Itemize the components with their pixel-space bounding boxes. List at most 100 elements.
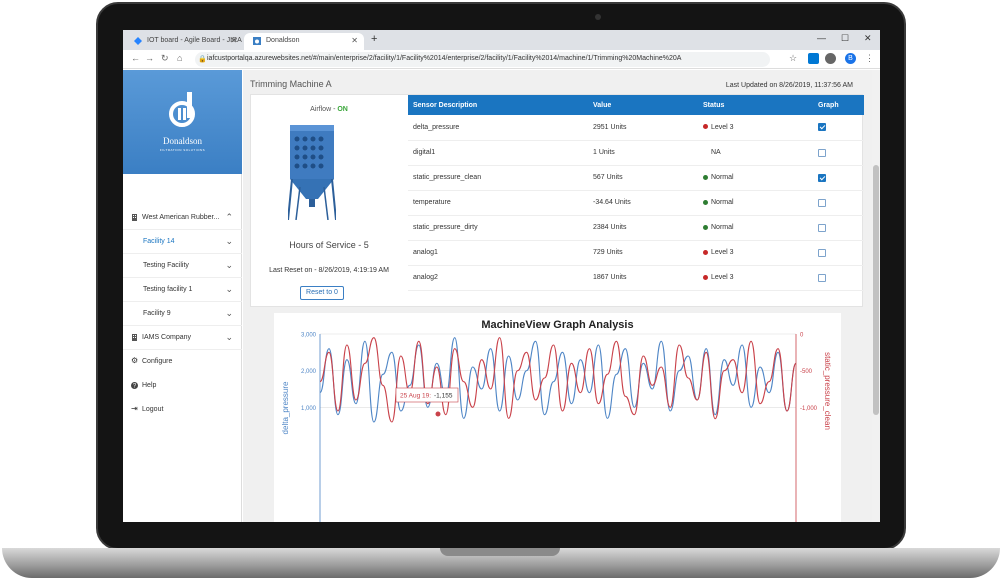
machine-summary: Airflow - ON bbox=[251, 95, 407, 308]
sidebar-item-logout[interactable]: ⇥ Logout bbox=[123, 398, 242, 422]
sensor-description: static_pressure_clean bbox=[408, 165, 588, 191]
webcam bbox=[595, 14, 601, 20]
sidebar-item-west-american-rubber[interactable]: West American Rubber... ⌃ bbox=[123, 206, 242, 230]
sensor-status: Normal bbox=[698, 165, 813, 191]
jira-icon bbox=[134, 37, 142, 45]
main-content: Trimming Machine A Last Updated on 8/26/… bbox=[243, 70, 880, 522]
url-text: iafcustportalqa.azurewebsites.net/#/main… bbox=[207, 55, 682, 62]
chevron-up-icon: ⌃ bbox=[225, 212, 233, 222]
logout-icon: ⇥ bbox=[131, 404, 138, 413]
y-axis-right-label: static_pressure_clean bbox=[823, 352, 832, 430]
browser-tab-jira[interactable]: IOT board - Agile Board - JIRA ✕ bbox=[125, 33, 243, 50]
windows-extension-icon[interactable] bbox=[808, 53, 819, 64]
graph-checkbox[interactable] bbox=[818, 123, 826, 132]
maximize-button[interactable]: ☐ bbox=[841, 33, 850, 43]
tooltip-label: 25 Aug 19: bbox=[400, 393, 431, 400]
sensor-value: -34.64 Units bbox=[588, 190, 698, 216]
graph-checkbox[interactable] bbox=[818, 248, 826, 257]
graph-panel: MachineView Graph Analysis 3,000 2,000 1,0… bbox=[274, 313, 841, 522]
chevron-down-icon: ⌄ bbox=[225, 284, 233, 294]
left-tick-label: 1,000 bbox=[301, 406, 317, 412]
graph-checkbox[interactable] bbox=[818, 148, 826, 157]
reset-button[interactable]: Reset to 0 bbox=[300, 286, 344, 300]
lock-icon: 🔒 bbox=[198, 56, 207, 63]
line-chart[interactable]: 3,000 2,000 1,000 0 -500 -1,000 delta_pressure… bbox=[274, 313, 841, 522]
column-header: Graph bbox=[813, 95, 864, 115]
sidebar-item-label: IAMS Company bbox=[142, 334, 192, 341]
sidebar-item-facility-14[interactable]: Facility 14 ⌄ bbox=[123, 230, 242, 254]
bookmark-star-icon[interactable]: ☆ bbox=[789, 53, 798, 63]
extension-icon[interactable] bbox=[825, 53, 836, 64]
sidebar-item-help[interactable]: ? Help bbox=[123, 374, 242, 398]
graph-checkbox[interactable] bbox=[818, 173, 826, 182]
reload-icon[interactable]: ↻ bbox=[161, 53, 169, 63]
building-icon bbox=[131, 214, 138, 221]
profile-avatar[interactable]: B bbox=[845, 53, 856, 64]
graph-cell bbox=[813, 140, 864, 166]
forward-icon[interactable]: → bbox=[145, 53, 154, 63]
close-tab-icon[interactable]: ✕ bbox=[351, 36, 358, 45]
page-title: Trimming Machine A bbox=[250, 79, 332, 89]
url-field[interactable]: 🔒 iafcustportalqa.azurewebsites.net/#/ma… bbox=[195, 52, 770, 67]
browser-tab-bar: IOT board - Agile Board - JIRA ✕ Donalds… bbox=[123, 30, 880, 50]
sidebar-item-iams-company[interactable]: IAMS Company ⌄ bbox=[123, 326, 242, 350]
sidebar-item-facility-9[interactable]: Facility 9 ⌄ bbox=[123, 302, 242, 326]
machine-card: Airflow - ON bbox=[250, 94, 864, 308]
graph-checkbox[interactable] bbox=[818, 223, 826, 232]
tooltip-box bbox=[395, 387, 459, 403]
status-dot-icon bbox=[703, 174, 708, 180]
y-axis-left-label: delta_pressure bbox=[281, 381, 290, 434]
sidebar-item-testing-facility[interactable]: Testing Facility ⌄ bbox=[123, 254, 242, 278]
menu-kebab-icon[interactable]: ⋮ bbox=[865, 53, 874, 63]
chevron-down-icon: ⌄ bbox=[225, 308, 233, 318]
sidebar-item-label: Facility 9 bbox=[143, 310, 171, 317]
minimize-button[interactable]: — bbox=[817, 33, 826, 43]
sensor-description: temperature bbox=[408, 190, 588, 216]
brand-name: Donaldson bbox=[163, 136, 202, 146]
back-icon[interactable]: ← bbox=[131, 53, 140, 63]
sensor-value: 2384 Units bbox=[588, 215, 698, 241]
donaldson-favicon-icon bbox=[253, 37, 261, 45]
graph-checkbox[interactable] bbox=[818, 198, 826, 207]
sensor-value: 1 Units bbox=[588, 140, 698, 166]
sensor-description: analog1 bbox=[408, 240, 588, 266]
status-text: Normal bbox=[711, 224, 734, 231]
sidebar-item-configure[interactable]: ⚙ Configure bbox=[123, 350, 242, 374]
brand-tagline: FILTRATION SOLUTIONS bbox=[159, 148, 206, 152]
close-window-button[interactable]: ✕ bbox=[864, 33, 872, 43]
home-icon[interactable]: ⌂ bbox=[177, 53, 183, 63]
sidebar-item-testing-facility-1[interactable]: Testing facility 1 ⌄ bbox=[123, 278, 242, 302]
sidebar-item-label: Testing Facility bbox=[143, 262, 189, 269]
table-row: delta_pressure 2951 Units Level 3 bbox=[408, 115, 864, 141]
graph-cell bbox=[813, 190, 864, 216]
sensor-table: Sensor Description Value Status Graph de… bbox=[408, 95, 864, 291]
scrollbar-thumb[interactable] bbox=[873, 165, 879, 415]
dust-collector-image bbox=[288, 125, 336, 220]
browser-tab-donaldson[interactable]: Donaldson ✕ bbox=[244, 33, 364, 50]
scrollbar[interactable] bbox=[872, 70, 880, 522]
status-dot-icon bbox=[703, 199, 708, 205]
sidebar: Donaldson FILTRATION SOLUTIONS West Amer… bbox=[123, 70, 242, 522]
column-header: Sensor Description bbox=[408, 95, 588, 115]
status-text: Level 3 bbox=[711, 249, 734, 256]
table-header-row: Sensor Description Value Status Graph bbox=[408, 95, 864, 115]
graph-checkbox[interactable] bbox=[818, 273, 826, 282]
sensor-value: 567 Units bbox=[588, 165, 698, 191]
hours-of-service: Hours of Service - 5 bbox=[289, 240, 369, 250]
column-header: Value bbox=[588, 95, 698, 115]
graph-cell bbox=[813, 115, 864, 141]
sidebar-item-label: Help bbox=[142, 382, 157, 389]
sensor-description: analog2 bbox=[408, 265, 588, 291]
sidebar-item-label: Logout bbox=[142, 406, 164, 413]
status-text: Level 3 bbox=[711, 274, 734, 281]
table-row: digital1 1 Units NA bbox=[408, 140, 864, 166]
building-icon bbox=[131, 334, 138, 341]
tooltip-point bbox=[435, 411, 441, 417]
gear-icon: ⚙ bbox=[131, 356, 139, 365]
tab-title: IOT board - Agile Board - JIRA bbox=[147, 37, 242, 44]
sensor-description: delta_pressure bbox=[408, 115, 588, 141]
new-tab-button[interactable]: + bbox=[371, 33, 378, 45]
close-tab-icon[interactable]: ✕ bbox=[230, 36, 237, 45]
chevron-down-icon: ⌄ bbox=[225, 332, 233, 342]
